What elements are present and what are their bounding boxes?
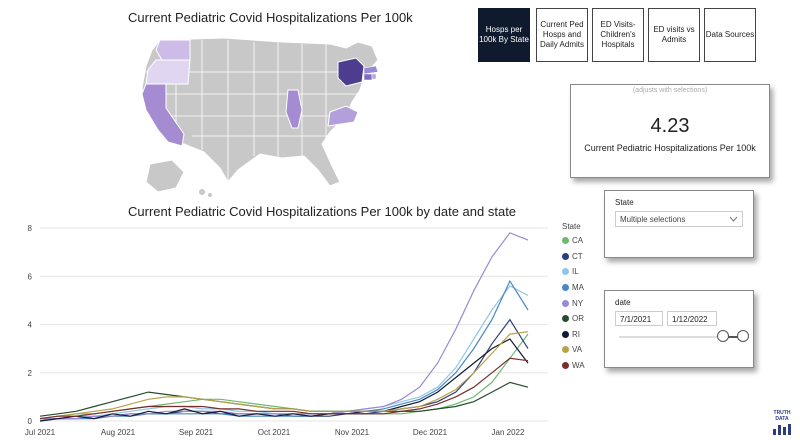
legend-marker xyxy=(562,346,569,354)
legend-label: VA xyxy=(572,345,583,355)
y-tick-label: 2 xyxy=(28,369,33,378)
nav-button-3[interactable]: ED Visits- Children's Hospitals xyxy=(592,8,644,62)
chevron-down-icon xyxy=(729,216,738,222)
logo-bars-icon xyxy=(773,424,791,435)
legend-marker xyxy=(562,252,569,260)
legend-marker xyxy=(562,362,569,370)
x-tick-label: Aug 2021 xyxy=(101,428,136,437)
truth-data-logo: TRUTH DATA xyxy=(770,410,794,436)
legend-marker xyxy=(562,284,569,292)
map-region-alaska xyxy=(145,159,185,193)
map-state-ny xyxy=(337,57,365,87)
y-tick-label: 6 xyxy=(28,272,33,281)
nav-button-4[interactable]: ED visits vs Admits xyxy=(648,8,700,62)
legend-item-ct[interactable]: CT xyxy=(562,249,585,265)
date-start-value: 7/1/2021 xyxy=(620,315,652,324)
legend-title: State xyxy=(562,222,581,231)
date-filter-card: date 7/1/2021 1/12/2022 xyxy=(604,290,754,368)
legend-item-ri[interactable]: RI xyxy=(562,327,585,343)
legend-item-va[interactable]: VA xyxy=(562,342,585,358)
map-state-ct xyxy=(363,73,373,81)
state-filter-card: State Multiple selections xyxy=(604,190,754,258)
chart-legend: State CA CT IL MA NY OR RI VA WA xyxy=(562,222,585,373)
date-slider-range xyxy=(723,336,743,338)
map-state-ri xyxy=(371,73,377,80)
date-slider-start-handle[interactable] xyxy=(717,330,730,342)
legend-label: IL xyxy=(572,267,579,277)
legend-label: OR xyxy=(572,314,584,324)
series-line-va xyxy=(39,331,529,420)
date-end-input[interactable]: 1/12/2022 xyxy=(667,311,717,326)
legend-label: CA xyxy=(572,236,584,246)
map-title: Current Pediatric Covid Hospitalizations… xyxy=(128,10,413,25)
map-state-wa xyxy=(155,39,191,61)
map-region-hawaii xyxy=(199,189,205,195)
state-filter-dropdown[interactable]: Multiple selections xyxy=(615,211,743,227)
line-chart[interactable]: 0 2 4 6 8 Jul 2021 Aug 2021 Sep 2021 Oct 2021 Nov… xyxy=(0,216,600,440)
legend-item-il[interactable]: IL xyxy=(562,264,585,280)
y-tick-label: 8 xyxy=(28,224,33,233)
x-tick-label: Sep 2021 xyxy=(179,428,214,437)
legend-marker xyxy=(562,268,569,276)
kpi-note: (adjusts with selections) xyxy=(632,87,708,94)
date-slider-end-handle[interactable] xyxy=(737,330,749,342)
legend-label: WA xyxy=(572,361,585,371)
legend-label: RI xyxy=(572,329,580,339)
x-tick-label: Jan 2022 xyxy=(492,428,525,437)
chart-title: Current Pediatric Covid Hospitalizations… xyxy=(128,204,517,219)
series-line-ca xyxy=(39,333,529,420)
x-tick-label: Jul 2021 xyxy=(25,428,56,437)
legend-marker xyxy=(562,299,569,307)
y-tick-label: 0 xyxy=(28,417,33,426)
legend-item-ny[interactable]: NY xyxy=(562,295,585,311)
series-line-il xyxy=(40,285,529,420)
map-state-or xyxy=(145,59,191,85)
date-end-value: 1/12/2022 xyxy=(672,315,708,324)
date-filter-title: date xyxy=(615,298,631,307)
legend-item-or[interactable]: OR xyxy=(562,311,585,327)
map-state-ca xyxy=(141,83,185,147)
nav-button-2[interactable]: Current Ped Hosps and Daily Admits xyxy=(536,8,588,62)
legend-label: CT xyxy=(572,251,583,261)
map-state-il xyxy=(285,89,303,129)
kpi-card: (adjusts with selections) 4.23 Current P… xyxy=(570,84,770,178)
kpi-label: Current Pediatric Hospitalizations Per 1… xyxy=(584,143,756,153)
map-state-ma xyxy=(363,65,379,75)
date-slider-track[interactable] xyxy=(619,336,743,338)
y-tick-label: 4 xyxy=(28,321,33,330)
kpi-value: 4.23 xyxy=(650,115,690,137)
state-filter-title: State xyxy=(615,198,634,207)
us-choropleth-map[interactable] xyxy=(132,32,392,202)
legend-label: NY xyxy=(572,298,584,308)
x-tick-label: Oct 2021 xyxy=(258,428,291,437)
legend-item-ca[interactable]: CA xyxy=(562,233,585,249)
series-line-ri xyxy=(39,338,529,422)
logo-text: TRUTH DATA xyxy=(773,410,791,422)
nav-button-1[interactable]: Hosps per 100k By State xyxy=(478,8,530,62)
legend-label: MA xyxy=(572,283,584,293)
map-region-hawaii xyxy=(208,193,212,197)
x-tick-label: Dec 2021 xyxy=(413,428,448,437)
legend-item-ma[interactable]: MA xyxy=(562,280,585,296)
state-filter-value: Multiple selections xyxy=(620,215,686,224)
nav-button-5[interactable]: Data Sources xyxy=(704,8,756,62)
legend-item-wa[interactable]: WA xyxy=(562,358,585,374)
series-line-wa xyxy=(39,357,529,420)
x-tick-label: Nov 2021 xyxy=(335,428,370,437)
legend-marker xyxy=(562,330,569,338)
date-start-input[interactable]: 7/1/2021 xyxy=(615,311,663,326)
map-state-va xyxy=(327,105,359,127)
series-line-ma xyxy=(39,279,529,422)
legend-marker xyxy=(562,237,569,245)
legend-marker xyxy=(562,315,569,323)
